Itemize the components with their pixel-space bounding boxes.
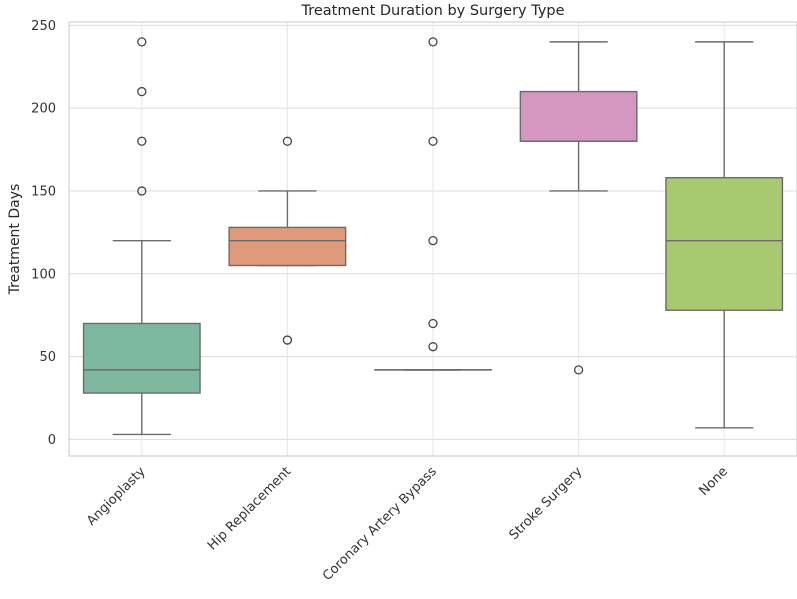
box-iqr (228, 226, 347, 267)
outlier-point (428, 136, 438, 146)
chart-title: Treatment Duration by Surgery Type (300, 3, 564, 19)
outlier-point (573, 365, 584, 375)
box-iqr (665, 177, 784, 311)
box-group-stroke-surgery (519, 41, 638, 375)
y-tick-labels: 0 50 100 150 200 250 (31, 19, 56, 448)
outlier-point (428, 236, 438, 246)
box-group-coronary-artery-bypass (374, 37, 492, 371)
y-tick-label: 250 (31, 19, 56, 34)
box-iqr (82, 322, 201, 394)
outlier-point (137, 37, 147, 47)
outlier-point (282, 136, 293, 146)
outlier-point (428, 37, 438, 47)
box-group-none (665, 41, 784, 429)
outlier-point (137, 186, 147, 196)
outlier-point (137, 136, 147, 146)
y-tick-label: 100 (31, 267, 56, 282)
plot-frame (68, 21, 797, 457)
outlier-point (137, 86, 147, 97)
outlier-point (428, 318, 438, 329)
box-layer (82, 37, 784, 436)
box-iqr (519, 90, 638, 142)
y-axis-title: Treatment Days (7, 184, 23, 296)
y-tick-label: 150 (31, 184, 56, 199)
y-tick-label: 200 (31, 102, 56, 117)
outlier-point (428, 342, 438, 352)
y-tick-label: 0 (48, 433, 56, 448)
box-group-hip-replacement (228, 136, 347, 345)
y-tick-label: 50 (39, 350, 56, 365)
box-group-angioplasty (82, 37, 201, 436)
outlier-point (282, 335, 293, 345)
